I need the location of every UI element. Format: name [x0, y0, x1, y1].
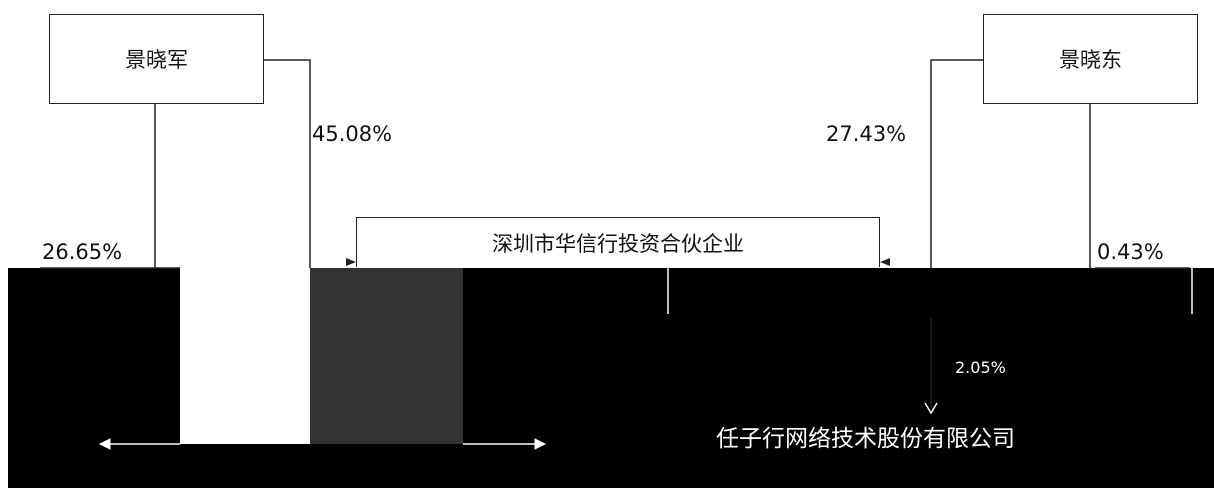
- edge-label-043: 0.43%: [1097, 240, 1164, 264]
- artifact-block-gray: [310, 268, 463, 444]
- artifact-block-middle: [463, 268, 931, 488]
- artifact-block-left: [8, 268, 180, 488]
- partnership-name: 深圳市华信行投资合伙企业: [492, 231, 744, 256]
- shareholder-box-jing-xiaojun: 景晓军: [49, 14, 264, 104]
- company-name: 任子行网络技术股份有限公司: [716, 426, 1015, 452]
- edge-label-205: 2.05%: [955, 358, 1006, 377]
- shareholder-name: 景晓东: [1059, 48, 1122, 72]
- artifact-block-bottom: [180, 444, 463, 488]
- edge-label-26: 26.65%: [42, 240, 123, 264]
- shareholder-name: 景晓军: [125, 48, 188, 72]
- edge-label-45: 45.08%: [312, 122, 393, 146]
- artifact-block-right: [931, 268, 1214, 488]
- edge-label-27: 27.43%: [826, 122, 907, 146]
- shareholder-box-jing-xiaodong: 景晓东: [983, 14, 1198, 104]
- partnership-box: 深圳市华信行投资合伙企业: [356, 217, 880, 267]
